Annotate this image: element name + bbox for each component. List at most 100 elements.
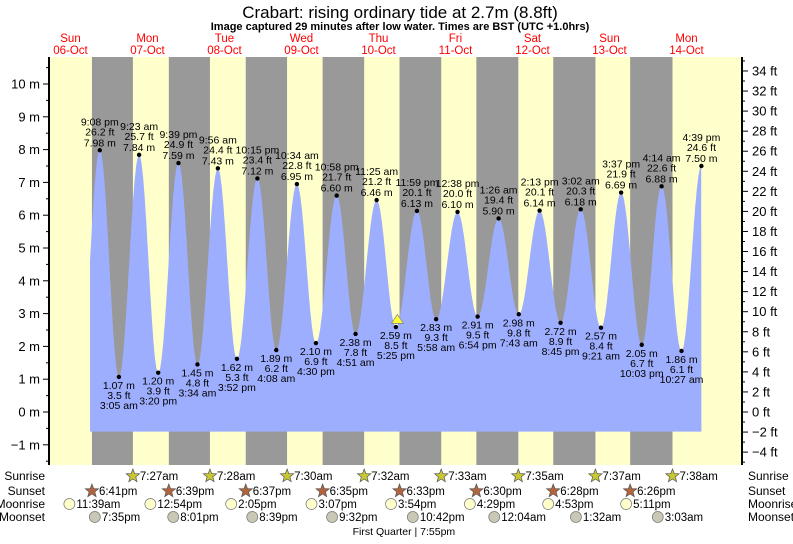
left-tick-label: 0 m bbox=[18, 405, 40, 420]
tide-height-m: 7.50 m bbox=[685, 153, 717, 165]
low-tide-point bbox=[433, 316, 439, 322]
moonrise-icon bbox=[464, 498, 476, 510]
moonset-time: 8:39pm bbox=[259, 512, 297, 524]
sunset-time: 6:33pm bbox=[407, 486, 445, 498]
moonset-time: 7:35pm bbox=[102, 512, 140, 524]
sunset-time: 6:26pm bbox=[637, 486, 675, 498]
right-tick-label: 16 ft bbox=[752, 244, 778, 259]
sunrise-time: 7:38am bbox=[679, 471, 717, 483]
right-tick-label: 34 ft bbox=[752, 63, 778, 78]
day-name: Thu bbox=[369, 33, 389, 45]
tide-height-ft: 20.3 ft bbox=[566, 185, 595, 197]
tide-time: 3:34 am bbox=[178, 387, 216, 399]
high-tide-point bbox=[255, 176, 260, 181]
low-tide-point bbox=[558, 320, 563, 325]
tide-height-m: 6.14 m bbox=[524, 198, 556, 210]
sunset-time: 6:30pm bbox=[483, 486, 521, 498]
tide-height-m: 2.05 m bbox=[626, 348, 658, 360]
sunset-time: 6:39pm bbox=[176, 486, 214, 498]
tide-height-ft: 24.9 ft bbox=[164, 139, 193, 151]
sunset-star-icon bbox=[315, 483, 331, 498]
tide-height-ft: 21.2 ft bbox=[362, 176, 391, 188]
moonrise-time: 12:54pm bbox=[157, 499, 202, 511]
day-name: Sun bbox=[60, 33, 80, 45]
high-tide-point bbox=[455, 209, 460, 215]
high-tide-point bbox=[176, 160, 181, 166]
moonrise-time: 3:54pm bbox=[398, 499, 436, 511]
tide-height-m: 6.69 m bbox=[605, 180, 637, 192]
tide-time: 10:03 pm bbox=[620, 368, 664, 380]
moonset-icon bbox=[246, 511, 259, 523]
day-name: Sun bbox=[599, 33, 619, 45]
sunrise-time: 7:37am bbox=[602, 471, 640, 483]
moonrise-icon bbox=[620, 498, 632, 510]
low-tide-point bbox=[353, 331, 358, 337]
tide-height-ft: 9.3 ft bbox=[424, 332, 447, 344]
sunrise-time: 7:28am bbox=[217, 471, 255, 483]
moonset-time: 8:01pm bbox=[180, 512, 218, 524]
tide-time: 10:58 pm bbox=[315, 162, 359, 174]
sunrise-star-icon bbox=[587, 468, 604, 483]
tide-height-m: 6.10 m bbox=[441, 199, 473, 211]
sunset-row-label: Sunset bbox=[8, 484, 46, 498]
day-name: Tue bbox=[215, 33, 234, 45]
tide-time: 9:39 pm bbox=[159, 129, 197, 141]
tide-height-ft: 19.4 ft bbox=[484, 194, 513, 206]
right-tick-label: 20 ft bbox=[752, 204, 778, 219]
right-tick-label: 6 ft bbox=[752, 344, 770, 359]
sunrise-row-label: Sunrise bbox=[4, 469, 45, 483]
tide-height-ft: 21.9 ft bbox=[607, 169, 636, 181]
tide-time: 8:45 pm bbox=[542, 346, 580, 358]
sunset-star-icon bbox=[468, 483, 484, 498]
tide-height-m: 7.98 m bbox=[84, 137, 116, 149]
tide-time: 7:43 am bbox=[500, 337, 538, 349]
high-tide-point bbox=[136, 152, 142, 158]
tide-time: 3:02 am bbox=[562, 175, 600, 187]
tide-time: 10:34 am bbox=[275, 150, 319, 162]
day-name: Wed bbox=[290, 33, 313, 45]
tide-height-ft: 6.9 ft bbox=[304, 356, 327, 368]
low-tide-point bbox=[598, 325, 604, 330]
moonrise-icon bbox=[305, 498, 318, 510]
tide-height-m: 2.57 m bbox=[585, 331, 617, 343]
chart-title: Crabart: rising ordinary tide at 2.7m (8… bbox=[242, 3, 558, 22]
tide-height-ft: 20.1 ft bbox=[402, 187, 431, 199]
left-tick-label: 2 m bbox=[18, 339, 40, 354]
tide-height-ft: 8.4 ft bbox=[589, 341, 612, 353]
tide-height-m: 2.72 m bbox=[545, 326, 577, 338]
low-tide-point bbox=[313, 340, 319, 346]
right-tick-label: −4 ft bbox=[752, 445, 778, 460]
right-tick-label: 12 ft bbox=[752, 284, 778, 299]
low-tide-point bbox=[234, 356, 240, 362]
tide-height-ft: 21.7 ft bbox=[322, 172, 351, 184]
high-tide-point bbox=[294, 181, 300, 187]
tide-height-m: 6.13 m bbox=[401, 198, 433, 210]
tide-height-ft: 23.4 ft bbox=[243, 154, 272, 166]
day-labels: Sun06-OctMon07-OctTue08-OctWed09-OctThu1… bbox=[53, 33, 704, 57]
tide-height-m: 7.84 m bbox=[123, 142, 155, 154]
low-tide-point bbox=[393, 324, 399, 330]
tide-height-ft: 4.8 ft bbox=[186, 377, 209, 389]
tide-height-ft: 6.7 ft bbox=[630, 358, 653, 370]
tide-height-m: 2.59 m bbox=[380, 330, 412, 342]
moonset-time: 1:32am bbox=[583, 512, 621, 524]
tide-height-ft: 3.9 ft bbox=[147, 386, 170, 398]
right-tick-label: 22 ft bbox=[752, 184, 778, 199]
moonrise-icon bbox=[385, 498, 397, 510]
tide-height-m: 2.10 m bbox=[300, 346, 332, 358]
sunrise-star-icon bbox=[433, 468, 449, 483]
high-tide-point bbox=[496, 216, 501, 221]
tide-height-m: 2.38 m bbox=[340, 337, 372, 349]
tide-height-ft: 25.7 ft bbox=[125, 131, 154, 143]
tide-time: 3:05 am bbox=[100, 400, 138, 412]
high-tide-point bbox=[659, 184, 664, 189]
moonrise-icon bbox=[144, 498, 157, 510]
sunset-time: 6:37pm bbox=[253, 486, 291, 498]
sunrise-star-icon bbox=[356, 468, 372, 483]
sunrise-row-label-right: Sunrise bbox=[748, 469, 789, 483]
tide-height-ft: 20.0 ft bbox=[443, 188, 472, 200]
tide-height-ft: 22.6 ft bbox=[647, 162, 676, 174]
right-tick-label: 4 ft bbox=[752, 364, 770, 379]
current-tide-marker-icon bbox=[390, 313, 405, 324]
